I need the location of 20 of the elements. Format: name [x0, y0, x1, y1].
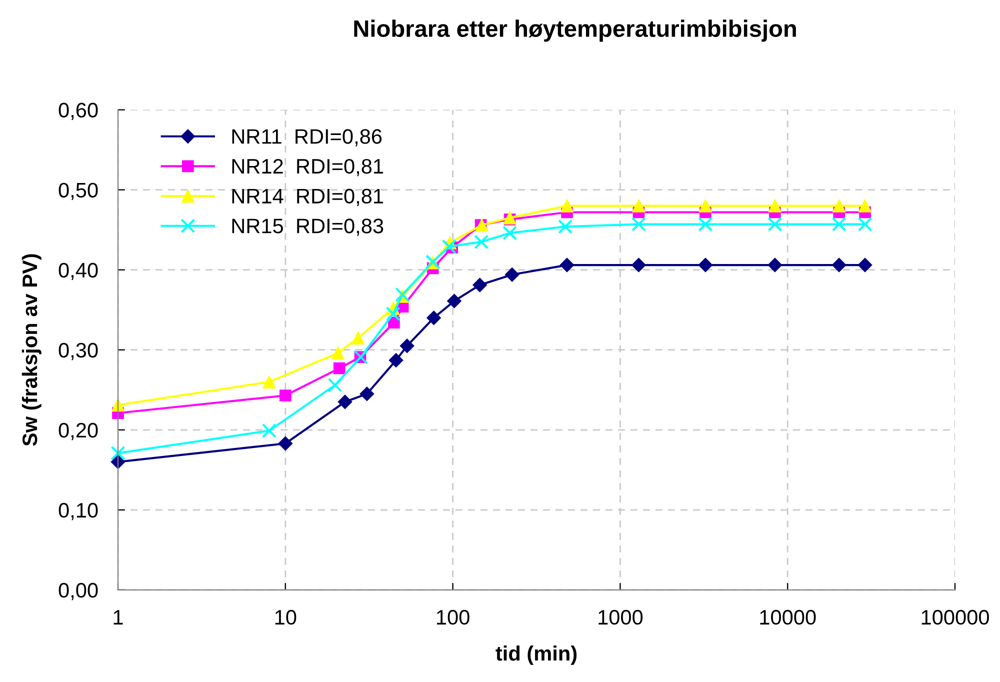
y-tick-label: 0,50 — [58, 182, 98, 200]
legend-label: NR11 RDI=0,86 — [232, 129, 382, 146]
legend-label: NR15 RDI=0,83 — [232, 218, 384, 236]
legend-label: NR12 RDI=0,81 — [232, 158, 384, 176]
legend-label: NR14 RDI=0,81 — [232, 188, 384, 206]
y-tick-label: 0,10 — [58, 502, 98, 520]
x-tick-label: 1 — [114, 610, 123, 624]
y-tick-label: 0,30 — [58, 342, 98, 360]
x-tick-label: 100 — [437, 610, 470, 625]
x-tick-label: 1000 — [598, 610, 643, 625]
x-axis-title: tid (min) — [496, 645, 577, 665]
y-tick-label: 0,60 — [58, 102, 98, 120]
x-tick-label: 10 — [275, 610, 296, 625]
y-tick-label: 0,20 — [58, 422, 98, 440]
y-axis-title: Sw (fraksjon av PV) — [22, 254, 42, 446]
chart-title: Niobrara etter høytemperaturimbibisjon — [354, 20, 796, 42]
x-tick-label: 10000 — [760, 610, 816, 625]
y-tick-label: 0,40 — [58, 262, 98, 280]
x-tick-label: 100000 — [922, 610, 989, 625]
y-tick-label: 0,00 — [58, 582, 98, 600]
